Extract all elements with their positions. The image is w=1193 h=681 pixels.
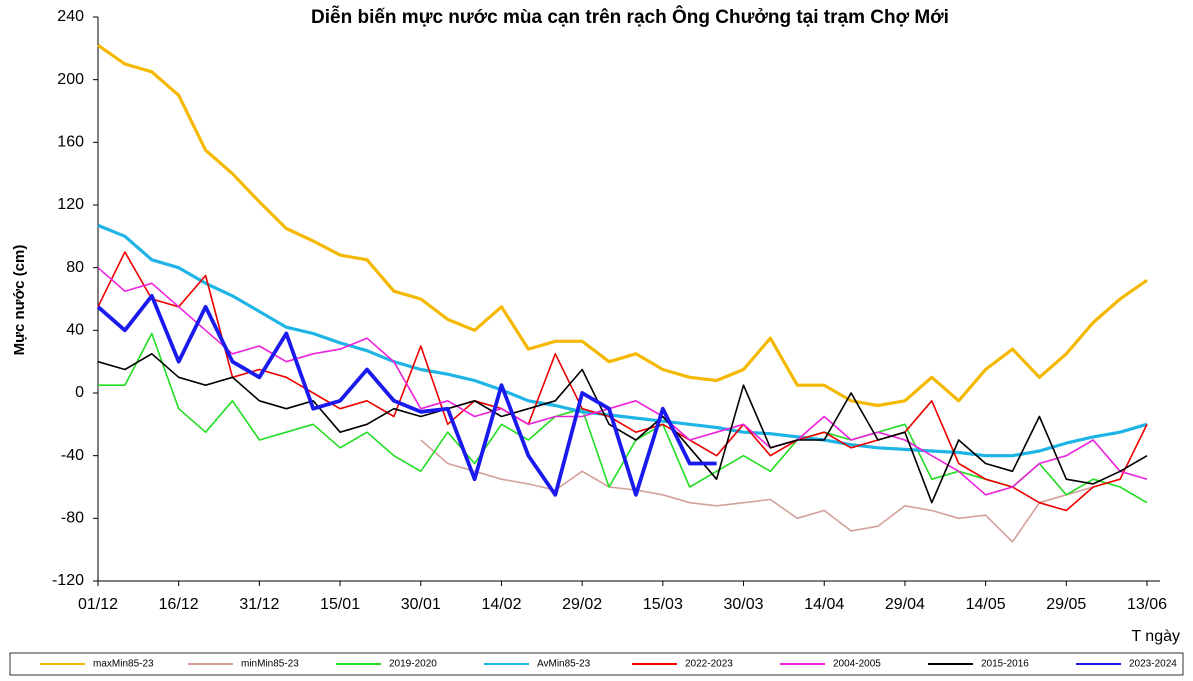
y-tick-label: 200 (57, 71, 84, 88)
x-tick-label: 31/12 (239, 596, 279, 613)
x-tick-label: 30/01 (401, 596, 441, 613)
x-tick-label: 29/02 (562, 596, 602, 613)
x-tick-label: 14/04 (804, 596, 844, 613)
legend-label: AvMin85-23 (537, 659, 591, 670)
y-tick-label: 80 (66, 259, 84, 276)
series-line (97, 267, 1148, 496)
legend-label: 2022-2023 (685, 659, 733, 670)
chart-title: Diễn biến mực nước mùa cạn trên rạch Ông… (311, 6, 949, 28)
series-line (97, 43, 1148, 408)
y-tick-label: 160 (57, 134, 84, 151)
series-line (420, 439, 1094, 543)
x-axis-label: T ngày (1131, 628, 1180, 645)
x-tick-label: 14/05 (966, 596, 1006, 613)
x-tick-label: 15/01 (320, 596, 360, 613)
y-tick-label: 240 (57, 8, 84, 25)
legend-label: minMin85-23 (241, 659, 299, 670)
series-line (98, 332, 1148, 504)
y-tick-label: 120 (57, 196, 84, 213)
x-tick-label: 15/03 (643, 596, 683, 613)
x-tick-label: 14/02 (481, 596, 521, 613)
legend-label: 2004-2005 (833, 659, 881, 670)
y-tick-label: -120 (52, 572, 84, 589)
x-tick-label: 13/06 (1127, 596, 1167, 613)
x-tick-label: 30/03 (724, 596, 764, 613)
legend-box (9, 652, 1184, 676)
legend-label: 2023-2024 (1129, 659, 1177, 670)
x-tick-label: 16/12 (159, 596, 199, 613)
y-tick-label: -40 (61, 447, 84, 464)
legend-label: 2019-2020 (389, 659, 437, 670)
series-line (96, 294, 717, 497)
y-tick-label: 0 (75, 384, 84, 401)
series-line (97, 223, 1148, 458)
legend-label: maxMin85-23 (93, 659, 154, 670)
series-line (97, 353, 1148, 504)
y-tick-label: -80 (61, 510, 84, 527)
series-line (97, 251, 1148, 512)
y-axis-label: Mực nước (cm) (11, 245, 28, 356)
legend-label: 2015-2016 (981, 659, 1029, 670)
x-tick-label: 01/12 (78, 596, 118, 613)
x-tick-label: 29/05 (1046, 596, 1086, 613)
y-tick-label: 40 (66, 322, 84, 339)
x-tick-label: 29/04 (885, 596, 925, 613)
